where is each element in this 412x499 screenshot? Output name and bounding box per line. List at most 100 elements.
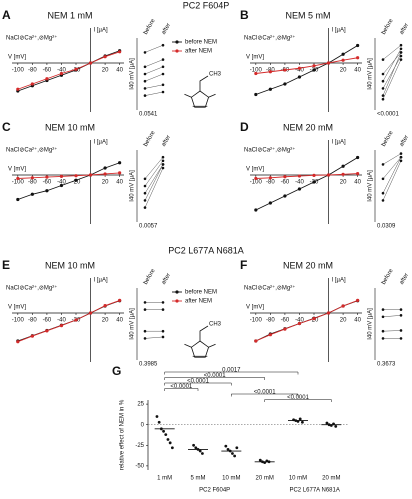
structure-chain <box>199 75 209 91</box>
iv-point <box>16 87 20 91</box>
inset-y-label: I40 mV [µA] <box>368 170 374 202</box>
x-tick-label: 10 mM <box>222 476 240 482</box>
inset-p-value: 0.0309 <box>377 224 396 230</box>
data-point <box>298 417 302 421</box>
iv-point <box>45 329 49 333</box>
iv-point <box>74 174 78 178</box>
iv-point <box>283 327 287 331</box>
iv-point <box>268 333 272 337</box>
inset-before <box>143 72 147 76</box>
iv-point <box>30 334 34 338</box>
inset-before <box>143 199 147 202</box>
inset-y-label: I40 mV [µA] <box>368 308 374 340</box>
inset-after <box>161 72 165 76</box>
significance-bracket <box>231 393 299 397</box>
iv-point <box>312 180 316 184</box>
iv-point <box>254 71 258 76</box>
significance-label: <0.0001 <box>254 390 277 396</box>
iv-point <box>312 317 316 321</box>
iv-point <box>30 192 34 196</box>
iv-line <box>17 50 120 92</box>
inset-after <box>161 301 165 304</box>
solution: NaCl⊘Ca²⁺,⊘Mg²⁺ <box>244 285 295 292</box>
significance-bracket <box>264 399 332 402</box>
data-point <box>231 452 234 455</box>
x-tick-label: -40 <box>295 180 304 186</box>
y-axis-label: I [µA] <box>94 278 108 284</box>
iv-point <box>341 172 345 176</box>
iv-point <box>88 61 93 65</box>
data-point <box>334 424 338 428</box>
x-tick-label: -40 <box>57 68 66 74</box>
inset-before <box>381 308 385 311</box>
iv-point <box>297 321 302 326</box>
significance-label: <0.0001 <box>287 395 310 401</box>
iv-point <box>103 172 107 176</box>
inset-before <box>381 79 385 83</box>
inset-p-value: 0.3673 <box>377 362 396 368</box>
inset-before <box>143 87 147 90</box>
data-point <box>301 420 304 424</box>
significance-bracket <box>164 388 199 391</box>
x-tick-label: -80 <box>28 180 37 186</box>
inset-before <box>381 315 385 319</box>
legend-marker <box>175 299 179 303</box>
panel-title: NEM 1 mM <box>48 10 93 20</box>
inset-before <box>381 87 385 90</box>
inset-pair <box>144 91 164 96</box>
iv-point <box>356 172 360 176</box>
x-tick-label: -20 <box>310 318 319 324</box>
x-tick-label: -40 <box>295 318 304 324</box>
inset-pair <box>382 52 402 75</box>
x-tick-label: 20 <box>340 68 347 74</box>
inset-after <box>161 308 165 311</box>
data-point <box>235 446 239 450</box>
data-point <box>164 433 168 436</box>
iv-point <box>283 175 287 179</box>
inset-before <box>143 191 147 195</box>
inset-after <box>399 47 403 51</box>
inset-label: after <box>399 22 410 35</box>
structure-label: CH3 <box>209 72 222 78</box>
data-point <box>325 421 329 425</box>
inset-p-value: 0.3985 <box>139 362 158 368</box>
section-title: PC2 L677A N681A <box>168 245 244 255</box>
x-tick-label: -100 <box>12 318 25 324</box>
inset-after <box>161 335 165 339</box>
inset-after <box>161 43 165 47</box>
iv-point <box>254 176 258 181</box>
iv-point <box>254 92 258 97</box>
inset-pair <box>144 59 164 68</box>
inset-after <box>399 159 403 163</box>
iv-point <box>59 324 64 328</box>
x-tick-label: -80 <box>266 318 275 324</box>
iv-point <box>103 55 107 59</box>
inset-after <box>399 54 403 58</box>
x-tick-label: 20 <box>340 180 347 186</box>
inset-before <box>143 79 147 83</box>
inset-before <box>381 191 385 195</box>
iv-point <box>297 187 302 191</box>
iv-point <box>118 50 122 54</box>
group-label: PC2 L677A N681A <box>289 488 339 494</box>
x-tick-label: 20 <box>102 68 109 74</box>
data-point <box>201 452 204 455</box>
legend-label: before NEM <box>185 290 217 296</box>
inset-pair <box>382 315 402 318</box>
x-axis-label: V [mV] <box>8 167 26 173</box>
inset-label: before <box>143 17 157 35</box>
inset-before <box>143 329 147 333</box>
x-tick-label: 40 <box>116 68 123 74</box>
solution: NaCl⊘Ca²⁺,⊘Mg²⁺ <box>6 285 57 292</box>
inset-before <box>381 199 385 202</box>
iv-point <box>312 173 316 177</box>
panel-letter: C <box>2 120 11 134</box>
inset-p-value: <0.0001 <box>377 112 400 118</box>
iv-point <box>341 164 345 168</box>
panel-letter: F <box>240 258 247 272</box>
x-tick-label: 40 <box>116 318 123 324</box>
inset-before <box>143 308 147 311</box>
x-axis-label: V [mV] <box>246 305 264 311</box>
inset-after <box>399 51 403 54</box>
inset-pair <box>144 164 164 194</box>
